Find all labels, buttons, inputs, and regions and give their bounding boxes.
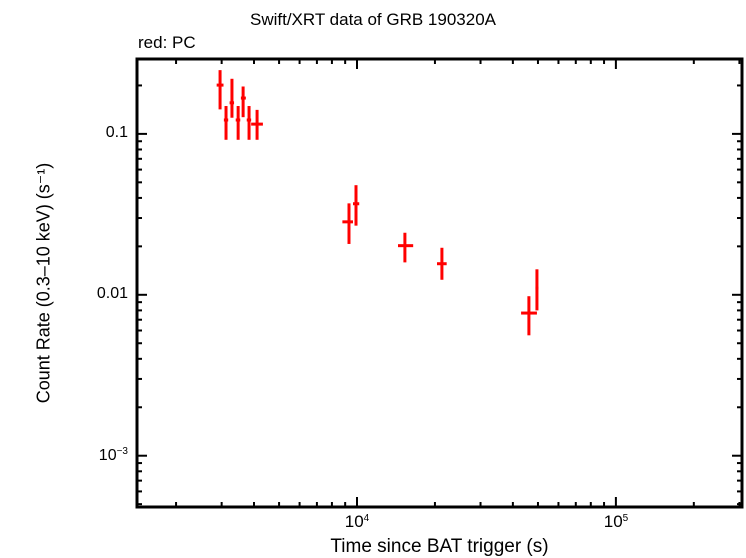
data-point — [398, 232, 414, 263]
data-point — [216, 70, 224, 110]
data-point — [521, 296, 537, 336]
axes-frame — [135, 57, 744, 509]
axis-ticks — [137, 59, 742, 507]
data-point — [251, 109, 263, 140]
x-axis-label: Time since BAT trigger (s) — [330, 536, 549, 557]
y-axis-label: Count Rate (0.3–10 keV) (s⁻¹) — [33, 162, 54, 404]
data-point — [246, 106, 252, 140]
data-point — [535, 269, 539, 311]
data-point — [353, 185, 360, 226]
ytick-0.1: 0.1 — [105, 124, 128, 141]
data-point — [223, 106, 229, 140]
data-points — [216, 70, 539, 336]
ytick-0.01: 0.01 — [96, 285, 128, 302]
data-point — [229, 78, 235, 118]
legend-note: red: PC — [138, 33, 196, 52]
data-point — [235, 106, 241, 140]
data-point — [437, 247, 447, 280]
data-point — [240, 86, 246, 118]
ytick-1e-3: 10−3 — [98, 446, 128, 464]
xtick-1e5: 105 — [603, 512, 629, 531]
chart-title: Swift/XRT data of GRB 190320A — [249, 10, 496, 29]
xtick-1e4: 104 — [344, 512, 370, 531]
data-point — [342, 203, 354, 244]
